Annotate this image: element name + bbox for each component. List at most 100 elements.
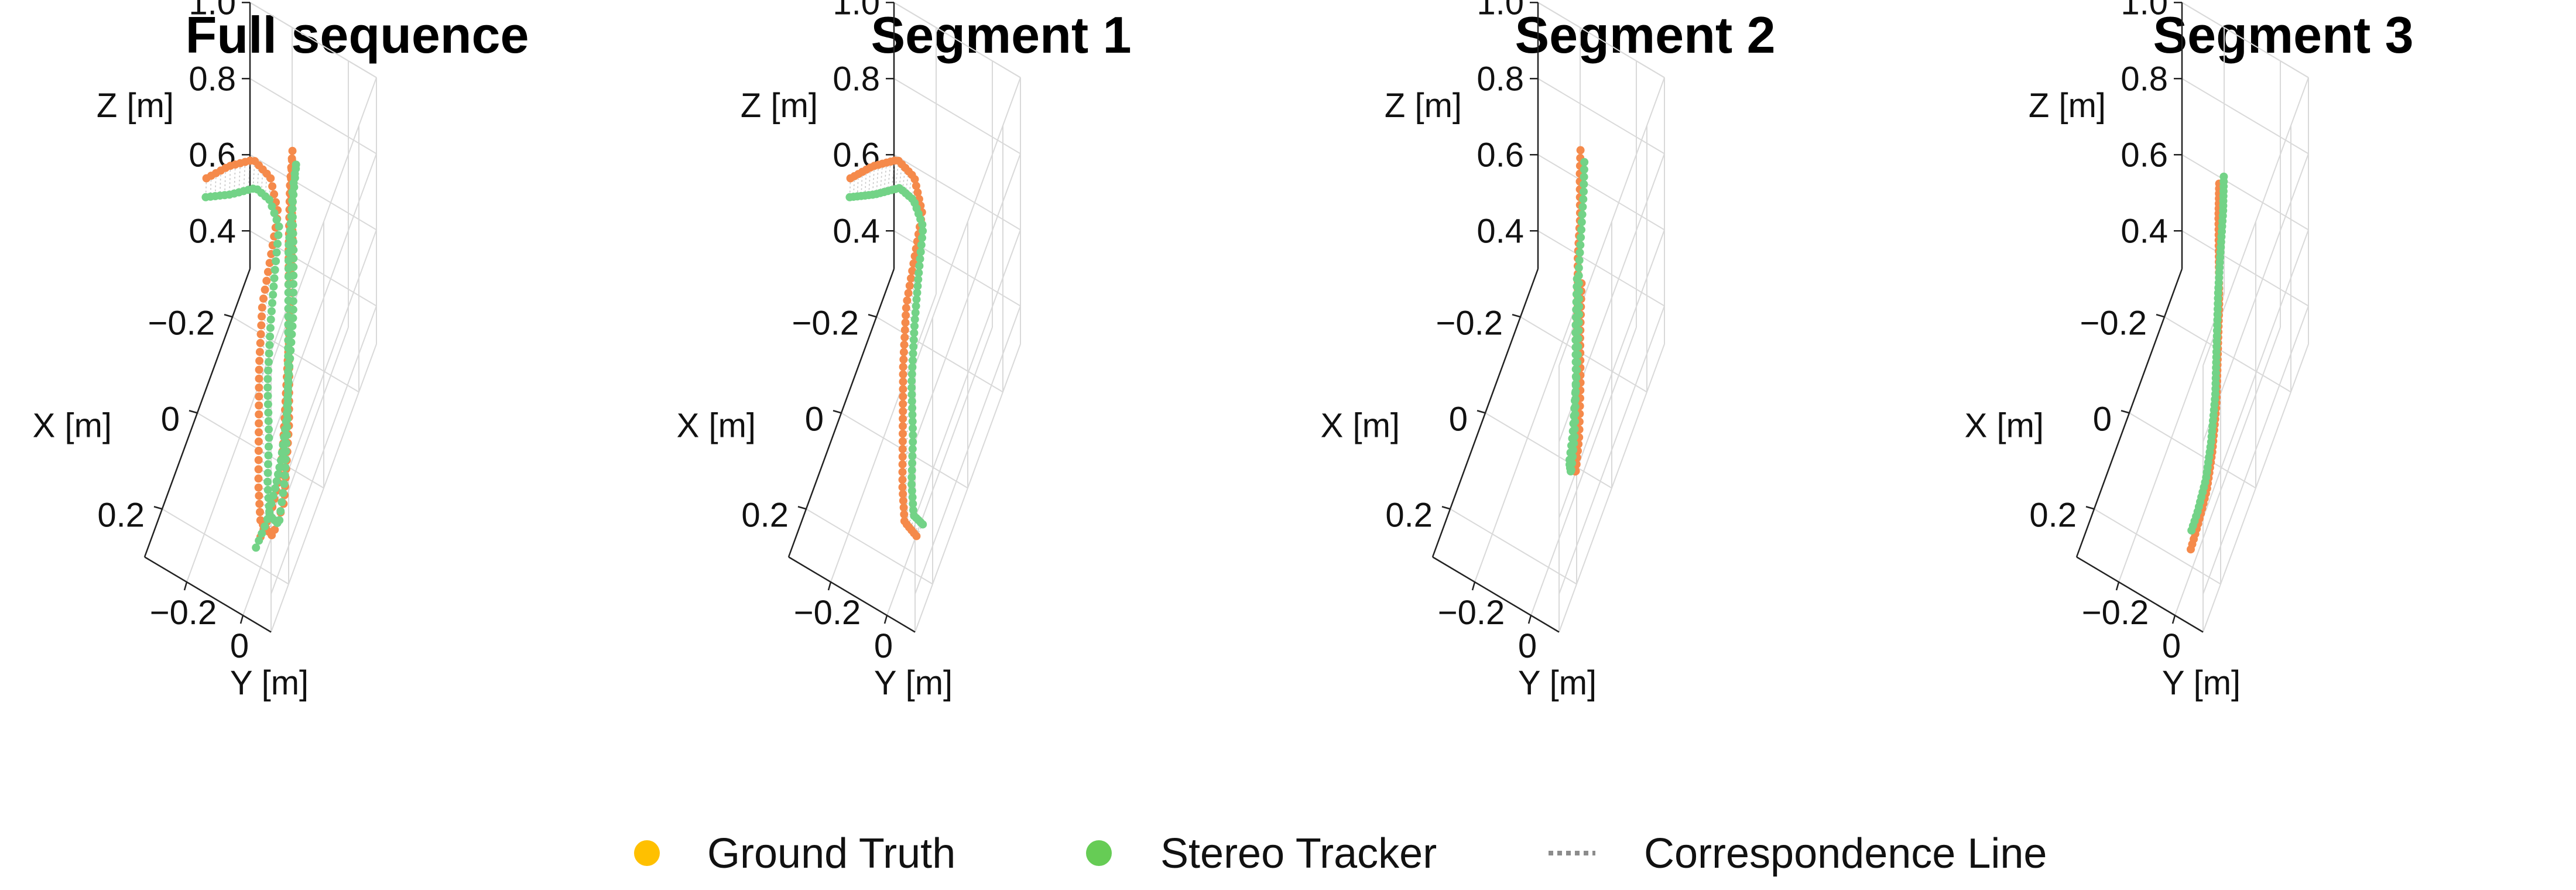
stereo-tracker-point — [275, 516, 284, 525]
x-tick-label: 0 — [1449, 400, 1468, 438]
stereo-tracker-point — [282, 417, 290, 426]
stereo-tracker-point — [266, 315, 275, 324]
series-stereo-tracker — [845, 184, 927, 529]
stereo-tracker-point — [1576, 241, 1585, 249]
ground-truth-point — [899, 385, 907, 393]
stereo-tracker-point — [289, 263, 298, 271]
correspondence-line — [234, 164, 236, 194]
floor-gridline-y — [2118, 293, 2225, 583]
stereo-tracker-point — [265, 196, 274, 204]
ground-truth-point — [255, 357, 264, 365]
stereo-tracker-point — [286, 346, 295, 355]
stereo-tracker-point — [1571, 358, 1580, 367]
stereo-tracker-point — [909, 343, 918, 351]
stereo-tracker-point — [290, 169, 299, 178]
ground-truth-point — [902, 311, 910, 320]
ground-truth-point — [255, 499, 264, 508]
y-tick-label: 0 — [1518, 627, 1537, 665]
z-tick-label: 1.0 — [833, 0, 880, 22]
stereo-tracker-point — [910, 322, 919, 330]
correspondence-line — [252, 161, 255, 189]
floor-gridline-x — [2129, 412, 2256, 489]
stereo-tracker-point — [274, 231, 283, 239]
ground-truth-point — [255, 374, 263, 383]
chart-panel-1: Full sequence1.00.80.60.4−0.200.2−0.20Z … — [33, 0, 529, 702]
stereo-tracker-point — [909, 356, 917, 365]
y-tick-label: −0.2 — [2082, 594, 2149, 632]
ground-truth-point — [899, 407, 907, 416]
ground-truth-point — [912, 182, 920, 190]
correspondence-line — [849, 178, 851, 197]
ground-truth-point — [899, 355, 908, 364]
stereo-tracker-point — [270, 274, 279, 283]
stereo-tracker-point — [275, 463, 284, 472]
stereo-tracker-point — [265, 433, 273, 442]
series-ground-truth — [846, 156, 926, 540]
stereo-tracker-point — [916, 255, 924, 263]
stereo-tracker-point — [272, 477, 281, 485]
y-tick-mark — [1471, 581, 1476, 591]
wall-gridline-z — [249, 78, 377, 155]
wall-gridline-z — [1537, 154, 1665, 231]
stereo-tracker-point — [265, 341, 274, 350]
ground-truth-point — [270, 525, 279, 534]
ground-truth-point — [261, 285, 269, 294]
stereo-tracker-point — [1580, 173, 1588, 182]
x-tick-mark — [189, 410, 198, 414]
stereo-tracker-point — [912, 302, 920, 310]
stereo-tracker-point — [266, 324, 275, 333]
axes: 1.00.80.60.4−0.200.2−0.20Z [m]X [m]Y [m] — [677, 0, 953, 702]
x-axis-label: X [m] — [1321, 407, 1400, 445]
stereo-tracker-point — [909, 430, 917, 439]
ground-truth-point — [254, 483, 263, 492]
stereo-tracker-point — [266, 332, 275, 341]
stereo-tracker-point — [908, 410, 917, 419]
ground-truth-point — [254, 456, 263, 464]
ground-truth-point — [902, 303, 910, 312]
stereo-tracker-point — [910, 328, 919, 337]
stereo-tracker-point — [284, 378, 293, 386]
stereo-tracker-point — [1575, 248, 1584, 257]
stereo-tracker-point — [289, 221, 297, 230]
stereo-tracker-point — [265, 425, 273, 434]
stereo-tracker-point — [280, 425, 289, 434]
stereo-tracker-point — [1571, 410, 1580, 419]
stereo-tracker-point — [287, 338, 296, 347]
stereo-tracker-point — [263, 468, 272, 477]
z-tick-label: 0.4 — [833, 212, 880, 250]
stereo-tracker-point — [918, 234, 926, 242]
correspondence-line — [205, 178, 207, 197]
stereo-tracker-point — [289, 314, 297, 323]
stereo-tracker-point — [264, 366, 273, 375]
side-gridline-z — [1558, 306, 1665, 594]
stereo-tracker-point — [288, 196, 297, 205]
z-tick-label: 1.0 — [2121, 0, 2168, 22]
stereo-tracker-point — [263, 485, 272, 494]
z-tick-label: 1.0 — [1477, 0, 1524, 22]
y-axis-label: Y [m] — [1518, 664, 1597, 702]
stereo-tracker-point — [909, 336, 918, 344]
legend-stereo-tracker-marker — [1086, 840, 1112, 866]
stereo-tracker-point — [1574, 263, 1583, 272]
wall-gridline-z — [249, 154, 377, 231]
stereo-tracker-point — [907, 473, 916, 482]
stereo-tracker-point — [281, 463, 290, 472]
stereo-tracker-point — [289, 305, 297, 314]
axes: 1.00.80.60.4−0.200.2−0.20Z [m]X [m]Y [m] — [1965, 0, 2241, 702]
side-gridline-z — [914, 230, 1021, 518]
ground-truth-point — [899, 392, 907, 401]
correspondence-line — [883, 162, 888, 193]
stereo-tracker-point — [1571, 365, 1580, 374]
correspondence-line — [876, 165, 879, 194]
stereo-tracker-point — [1571, 313, 1580, 321]
stereo-tracker-point — [2187, 526, 2196, 535]
stereo-tracker-point — [283, 393, 292, 402]
wall-top-edge — [2181, 2, 2309, 78]
ground-truth-point — [898, 460, 907, 469]
stereo-tracker-point — [919, 520, 927, 529]
y-tick-label: 0 — [230, 627, 249, 665]
stereo-tracker-point — [909, 499, 917, 508]
stereo-tracker-point — [908, 417, 917, 426]
stereo-tracker-point — [1577, 233, 1585, 242]
x-tick-label: −0.2 — [148, 304, 215, 342]
